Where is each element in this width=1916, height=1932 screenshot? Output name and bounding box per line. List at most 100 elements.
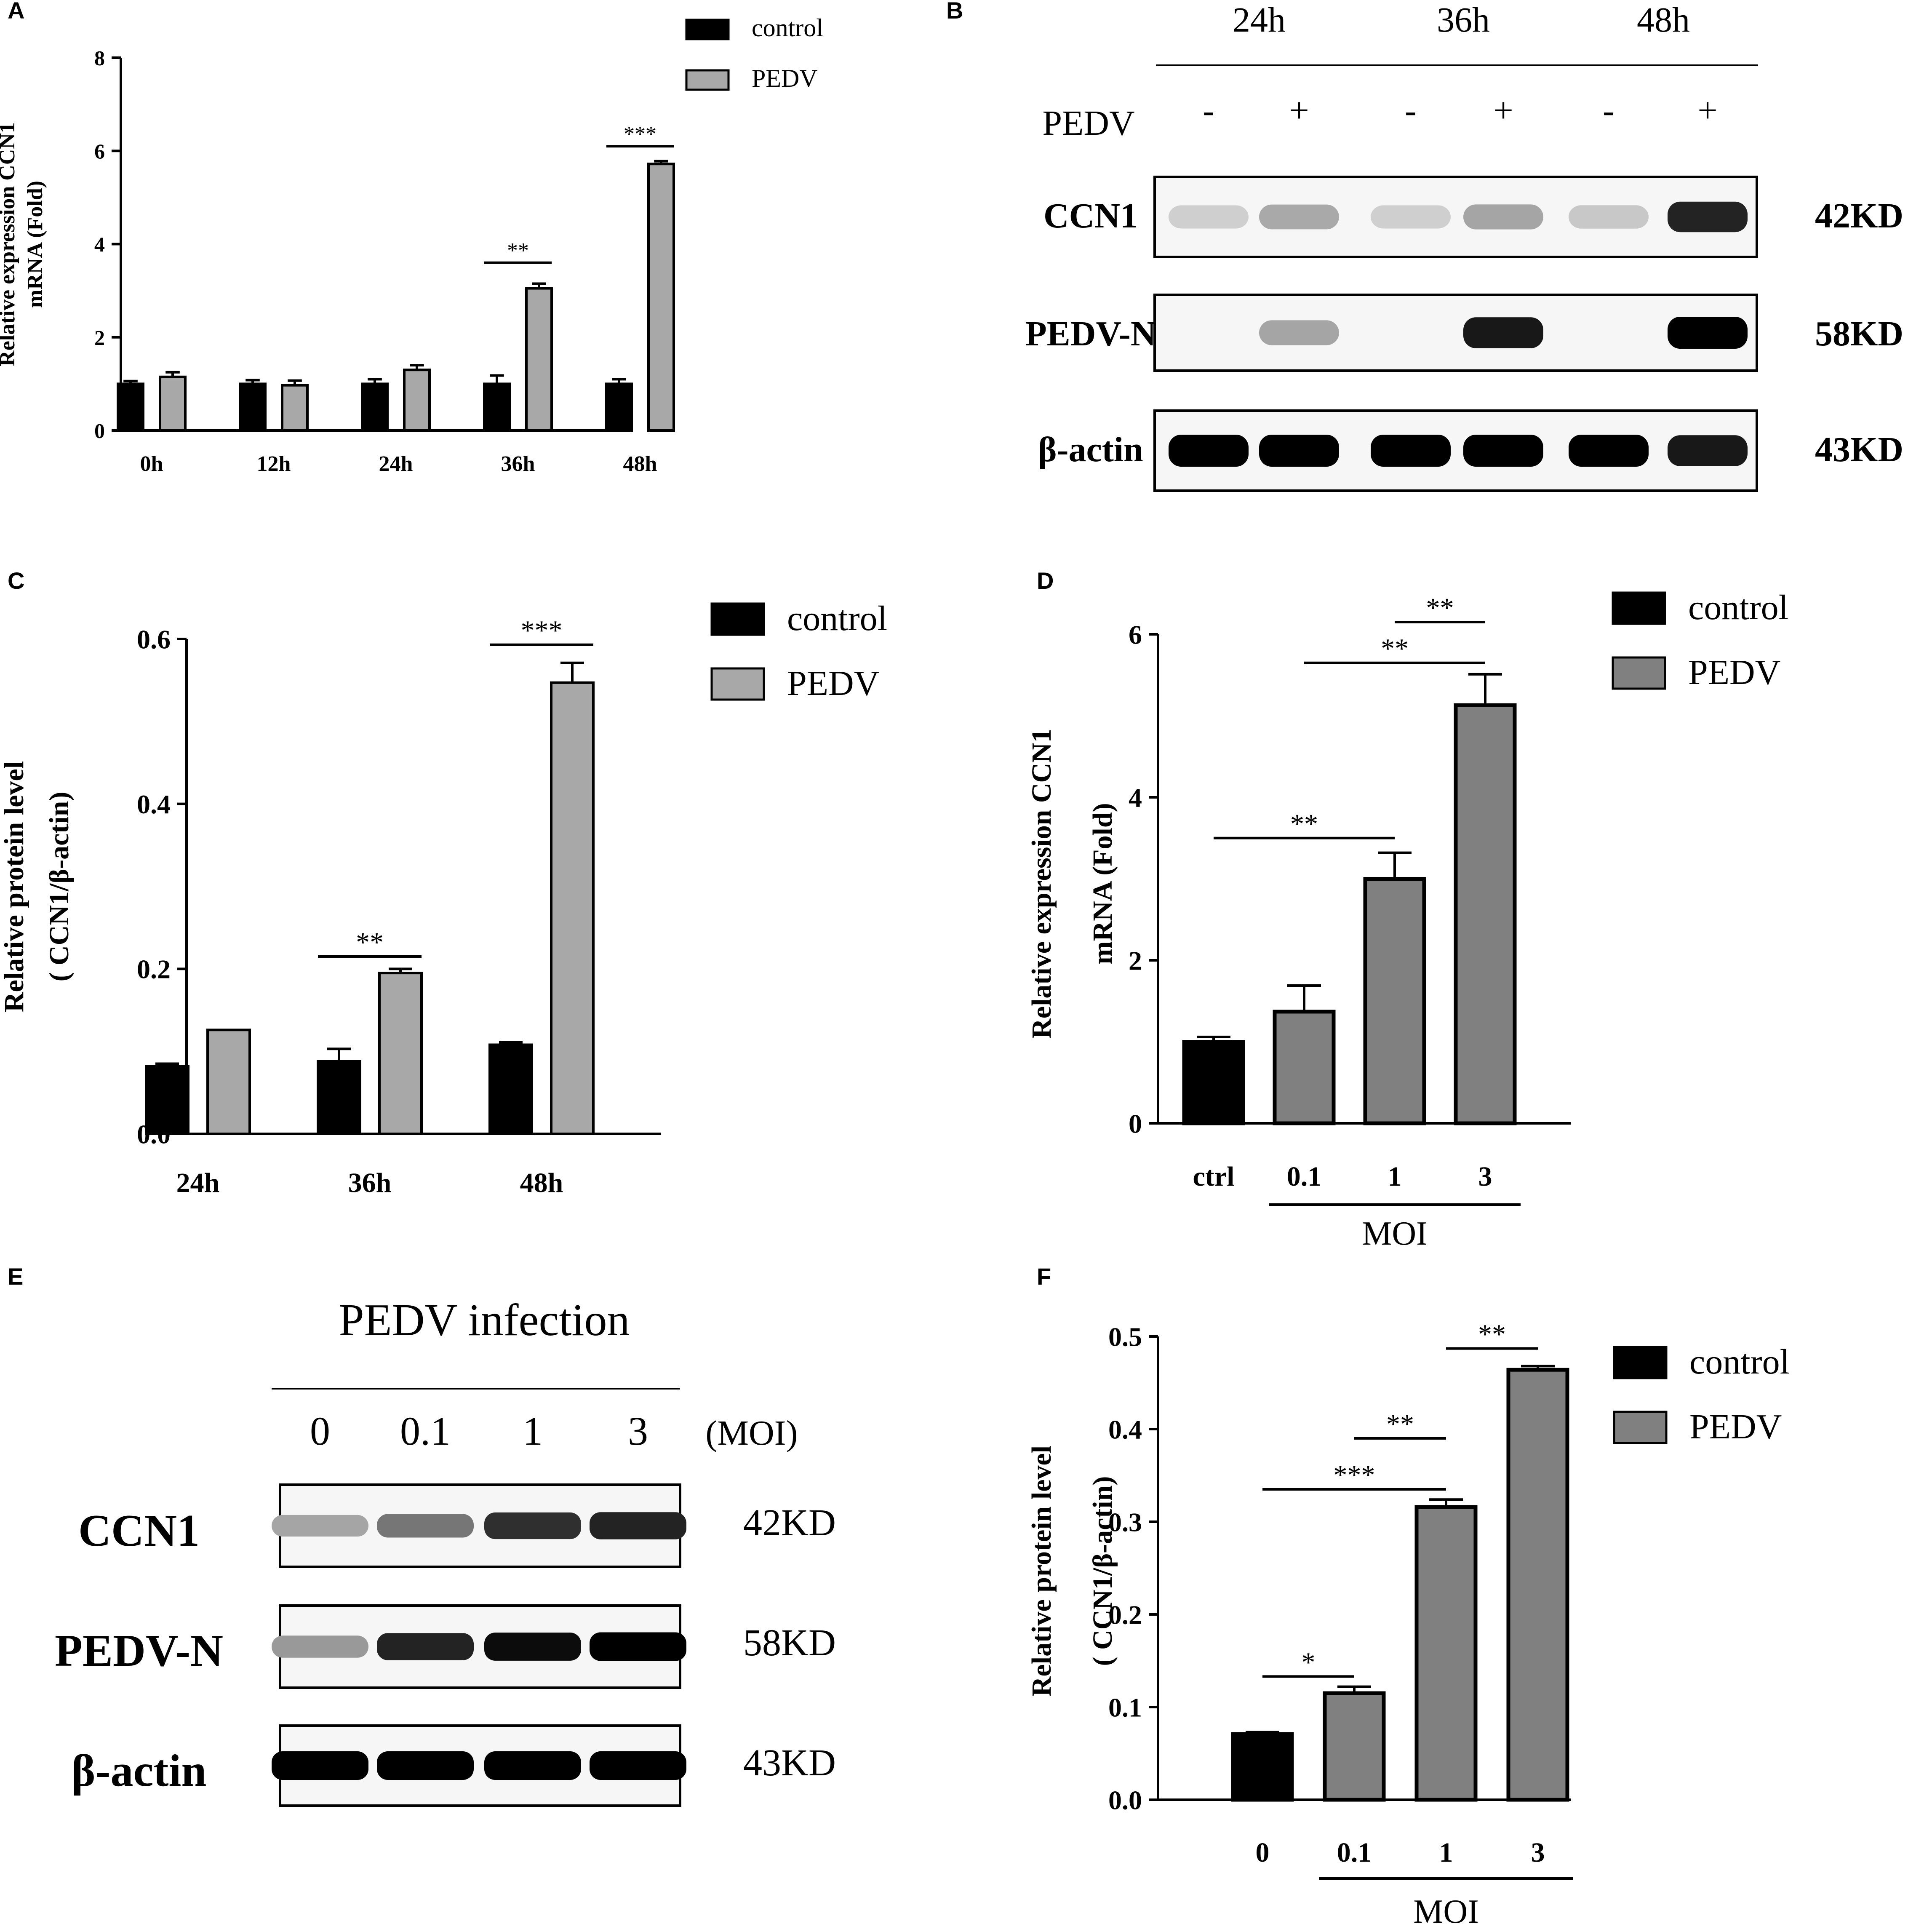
band <box>484 1751 581 1780</box>
band <box>484 1633 581 1661</box>
bar-control-12h <box>239 382 267 432</box>
panel-letter-e: E <box>8 1263 23 1290</box>
y-axis-label: mRNA (Fold) <box>1087 803 1118 964</box>
panel-letter-b: B <box>946 0 963 24</box>
significance-label: ** <box>1386 1409 1414 1440</box>
panel-letter-f: F <box>1037 1263 1051 1290</box>
bar-control-48h <box>605 382 633 432</box>
legend-label-pedv: PEDV <box>752 64 818 92</box>
significance-label: *** <box>1334 1460 1375 1491</box>
x-tick-label: 0.1 <box>1287 1161 1322 1192</box>
bar-pedv-36h <box>378 972 423 1135</box>
x-tick-label: 3 <box>1531 1837 1545 1868</box>
band <box>1668 317 1748 349</box>
lane-label: 0 <box>310 1408 330 1454</box>
band-size-label: 43KD <box>1815 430 1903 469</box>
lane-sign: - <box>1203 91 1214 130</box>
lane-sign: - <box>1405 91 1417 130</box>
x-tick-label: 1 <box>1439 1837 1453 1868</box>
y-tick-label: 0.2 <box>1108 1600 1142 1630</box>
bar-control-36h <box>483 382 511 432</box>
significance-label: ** <box>356 927 384 958</box>
x-axis-label: MOI <box>1413 1893 1479 1930</box>
band-size-label: 58KD <box>743 1622 836 1664</box>
lane-sign: + <box>1697 91 1717 130</box>
legend-label-pedv: PEDV <box>787 664 879 703</box>
band <box>1569 435 1649 467</box>
band <box>484 1512 581 1539</box>
band <box>377 1514 474 1538</box>
legend-swatch-control <box>685 19 730 40</box>
blot-row-label: β-actin <box>1038 430 1143 469</box>
blot-row-label: CCN1 <box>78 1506 200 1556</box>
blot-row-label: PEDV-N <box>55 1626 223 1676</box>
band <box>1668 201 1748 232</box>
significance-label: * <box>1302 1647 1316 1678</box>
lane-sign: + <box>1289 91 1309 130</box>
band <box>1371 435 1451 467</box>
band <box>1169 205 1249 229</box>
y-tick-label: 0.4 <box>1108 1414 1142 1444</box>
legend-swatch-control <box>710 602 765 636</box>
legend-label-control: control <box>752 14 823 42</box>
band-size-label: 43KD <box>743 1742 836 1784</box>
bar-pedv-48h <box>647 163 675 432</box>
legend-label-control: control <box>1689 1342 1790 1382</box>
band <box>1463 317 1543 348</box>
y-axis-label: Relative protein level <box>0 761 29 1012</box>
y-tick-label: 8 <box>94 46 105 70</box>
legend-swatch-pedv <box>685 69 730 91</box>
panel-letter-a: A <box>8 0 24 24</box>
bar-control-0h <box>117 382 144 432</box>
x-tick-label: 12h <box>257 452 291 476</box>
x-tick-label: 48h <box>623 452 657 476</box>
band <box>272 1635 368 1658</box>
y-axis-label: ( CCN1/β-actin) <box>44 792 75 982</box>
y-tick-label: 6 <box>1129 620 1142 649</box>
bar-pedv-1 <box>1363 877 1426 1125</box>
band <box>1463 204 1543 230</box>
band <box>1169 435 1249 467</box>
significance-label: ** <box>1478 1319 1506 1350</box>
band <box>1569 205 1649 229</box>
bar-pedv-3 <box>1506 1368 1569 1802</box>
x-tick-label: 3 <box>1478 1161 1492 1192</box>
band <box>272 1515 368 1537</box>
panel-f: 0.0 0.1 0.2 0.3 0.4 0.5 Relative protein level… <box>1026 1263 1790 1930</box>
y-axis-label: mRNA (Fold) <box>23 181 47 308</box>
legend-label-pedv: PEDV <box>1688 653 1780 692</box>
y-tick-label: 4 <box>1129 783 1142 812</box>
blot-frame-β-actin <box>1153 409 1758 492</box>
legend-label-pedv: PEDV <box>1689 1407 1782 1446</box>
band <box>272 1751 368 1780</box>
significance-label: *** <box>521 615 563 646</box>
legend-label-control: control <box>787 599 887 638</box>
y-tick-label: 0 <box>94 419 105 443</box>
x-tick-label: ctrl <box>1193 1161 1235 1192</box>
bar-control-0 <box>1231 1732 1294 1802</box>
blot-row-label: β-actin <box>72 1746 207 1796</box>
bar-pedv-24h <box>206 1029 251 1135</box>
legend-label-control: control <box>1688 588 1788 627</box>
y-tick-label: 0.6 <box>137 624 171 654</box>
y-axis-label: Relative expression CCN1 <box>0 122 19 366</box>
y-tick-label: 0.1 <box>1108 1692 1142 1722</box>
significance-label: ** <box>1426 593 1454 623</box>
x-tick-label: 24h <box>176 1168 220 1198</box>
band <box>1371 205 1451 229</box>
significance-label: ** <box>1381 633 1409 664</box>
band <box>590 1632 686 1661</box>
lane-label: 3 <box>628 1408 648 1454</box>
bar-control-48h <box>488 1043 533 1135</box>
y-tick-label: 0.3 <box>1108 1507 1142 1537</box>
y-tick-label: 2 <box>94 326 105 349</box>
blot-title: PEDV infection <box>339 1295 630 1345</box>
y-tick-label: 0.4 <box>137 789 171 819</box>
band <box>1463 435 1543 467</box>
band <box>1259 204 1339 230</box>
treatment-label: PEDV <box>1042 104 1134 143</box>
lane-sign: - <box>1603 91 1614 130</box>
y-tick-label: 2 <box>1129 946 1142 975</box>
panel-e-western-blot: E PEDV infection 0 0.1 1 3 (MOI) CCN1 42KD PEDV-N… <box>8 1263 836 1807</box>
